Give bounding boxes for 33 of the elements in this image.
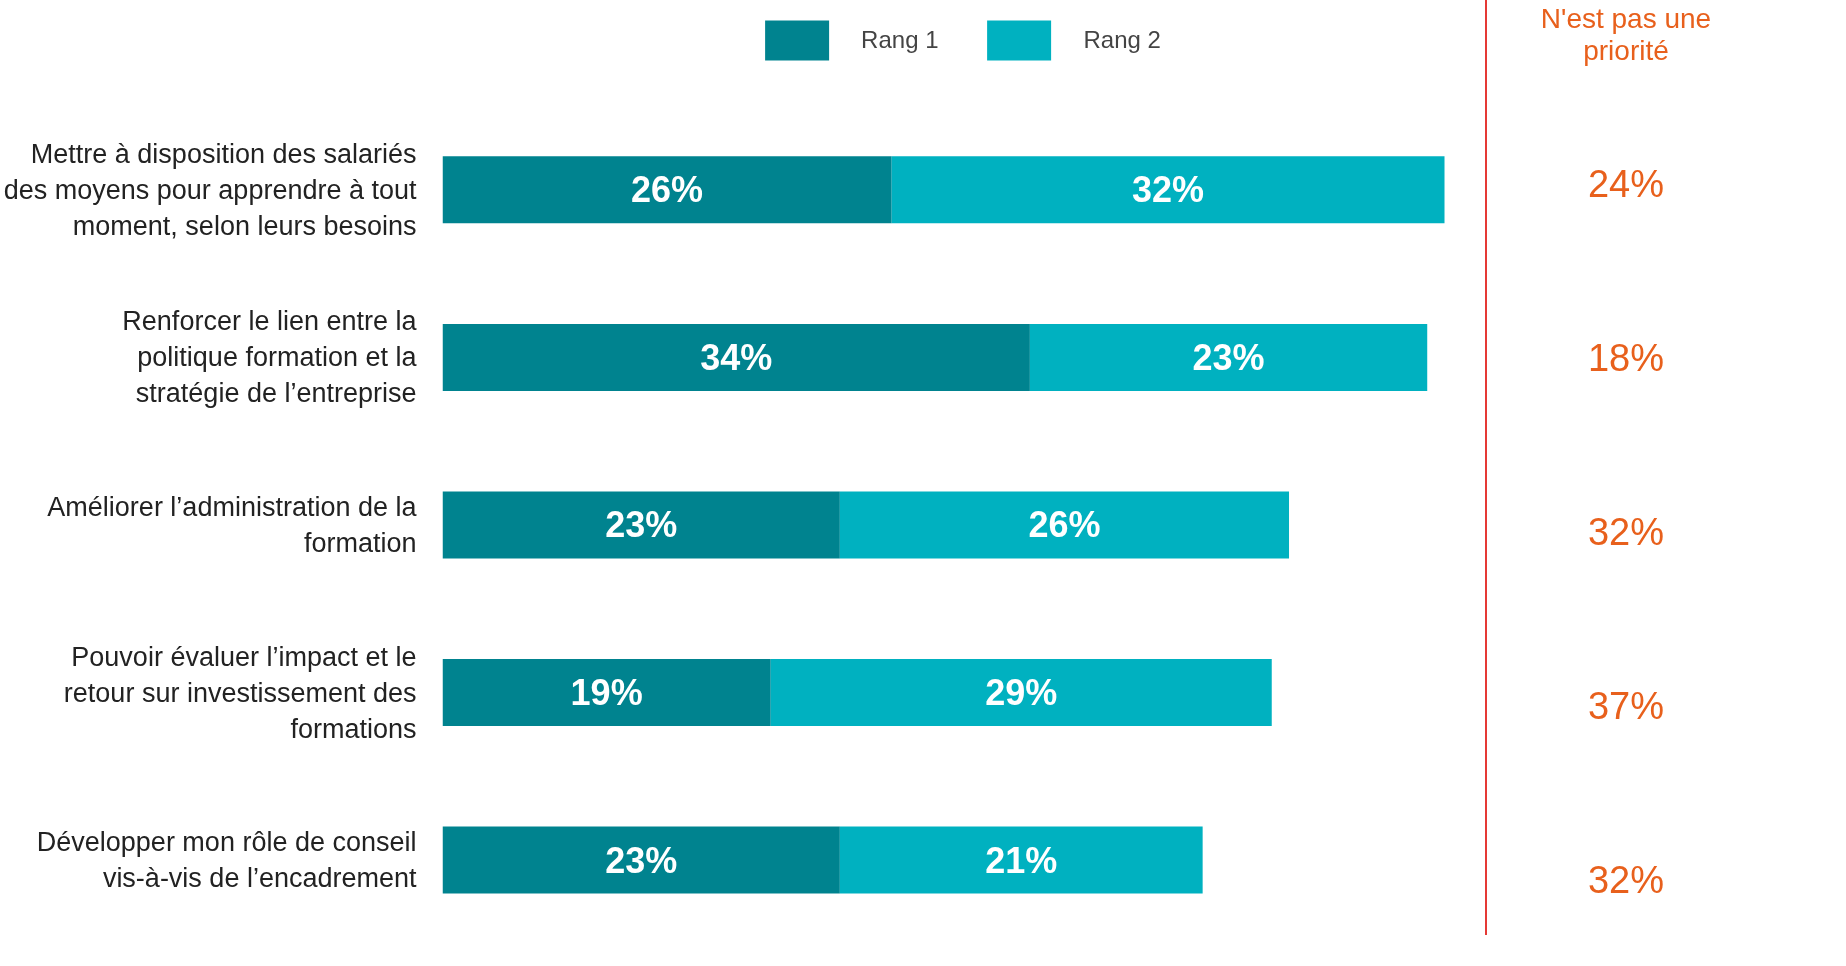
bar	[442, 156, 892, 224]
text: 32%	[1586, 510, 1666, 555]
data-label: 21%	[985, 839, 1058, 881]
data-label: 19%	[570, 672, 643, 714]
text: 24%	[1586, 162, 1666, 207]
data-label: 23%	[605, 504, 678, 546]
text: 37%	[1586, 684, 1666, 729]
data-label: 34%	[700, 336, 773, 378]
y-tick-label: Développer mon rôle de conseil vis-à-vis de l’encadrement	[36, 827, 417, 894]
text: 18%	[1586, 336, 1666, 381]
data-label: 23%	[605, 839, 678, 881]
bar	[442, 491, 840, 559]
bar	[1029, 323, 1428, 391]
text: N'est pas une priorité	[1539, 2, 1713, 68]
data-label: 29%	[985, 672, 1058, 714]
y-tick-label: Mettre à disposition des salariés des moyens pour apprendre à tout moment, selon leurs besoins	[3, 138, 417, 241]
y-tick-label: Pouvoir évaluer l’impact et le retour sur investissement des formations	[63, 641, 417, 744]
data-label: 26%	[631, 169, 704, 211]
data-label: 26%	[1028, 504, 1101, 546]
legend-label: Rang 2	[1083, 26, 1161, 54]
y-tick-label: Renforcer le lien entre la politique formation et la stratégie de l’entreprise	[122, 306, 418, 409]
data-label: 32%	[1132, 169, 1205, 211]
bar	[442, 826, 840, 894]
legend-label: Rang 1	[861, 26, 939, 54]
bar	[891, 156, 1445, 224]
bar	[442, 323, 1030, 391]
y-tick-label: Améliorer l’administration de la formation	[47, 491, 418, 558]
data-label: 23%	[1192, 336, 1265, 378]
text: 32%	[1586, 858, 1666, 903]
bar	[770, 659, 1272, 727]
bar	[839, 826, 1203, 894]
bar	[839, 491, 1290, 559]
bar	[442, 659, 771, 727]
